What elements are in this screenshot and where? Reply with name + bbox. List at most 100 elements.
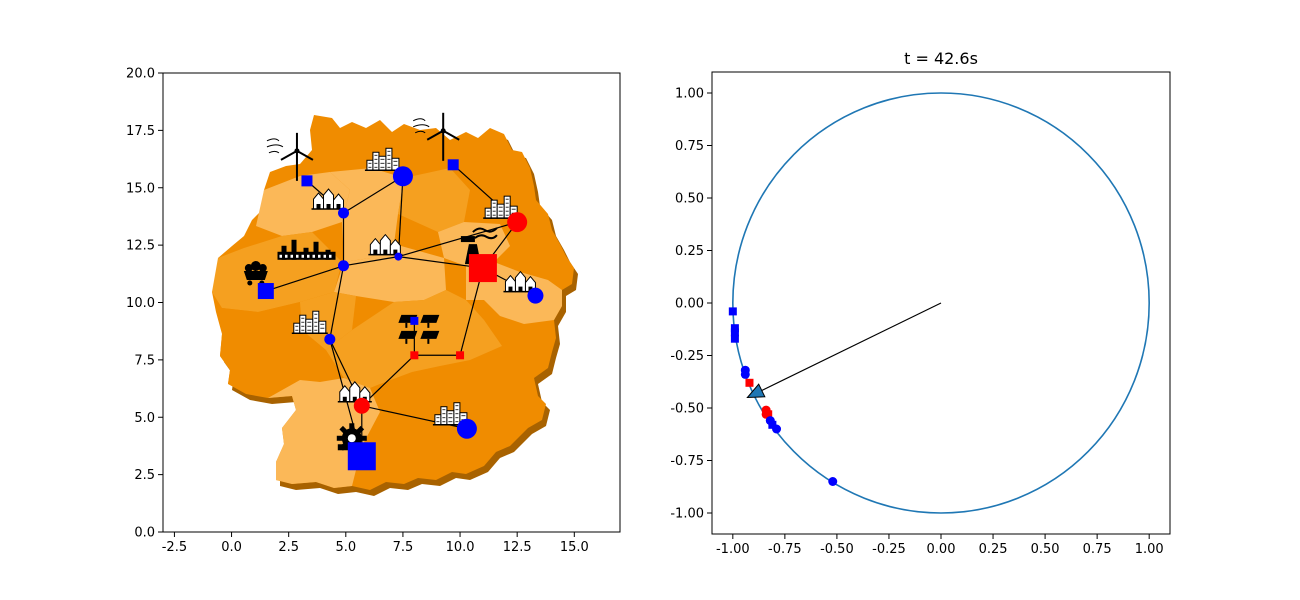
map-region — [334, 244, 446, 302]
y-tick-label: 5.0 — [134, 411, 155, 426]
x-tick-label: -0.75 — [768, 542, 802, 557]
network-node — [257, 283, 274, 300]
y-tick: 0.25 — [675, 244, 712, 259]
x-tick-label: -0.50 — [820, 542, 854, 557]
y-tick: 1.00 — [675, 87, 712, 102]
y-tick: -1.00 — [670, 507, 712, 522]
network-node — [507, 212, 528, 233]
x-tick-label: 1.00 — [1135, 542, 1164, 557]
network-edge — [459, 267, 484, 356]
x-tick: 7.5 — [393, 532, 414, 555]
y-tick: -0.75 — [670, 454, 712, 469]
y-tick-label: -0.75 — [670, 454, 704, 469]
left-x-axis: -2.5 0.0 2.5 5.0 7.5 10.0 12.5 15.0 — [162, 532, 589, 555]
network-edge — [329, 265, 345, 340]
right-chart: t = 42.6s -1.00 -0.75 -0.50 -0.25 0.00 0.25 0.… — [670, 49, 1171, 557]
city-icon — [364, 147, 401, 172]
network-node — [410, 316, 419, 325]
y-tick-label: 15.0 — [126, 181, 155, 196]
x-tick: 2.5 — [278, 532, 299, 555]
x-tick-label: 0.00 — [927, 542, 956, 557]
y-tick-label: 20.0 — [126, 67, 155, 82]
network-node — [527, 287, 544, 304]
network-node — [338, 260, 350, 272]
x-tick-label: 2.5 — [278, 540, 299, 555]
y-tick-label: 17.5 — [126, 124, 155, 139]
y-tick: 0.50 — [675, 192, 712, 207]
network-node — [301, 175, 313, 187]
x-tick-label: 0.75 — [1083, 542, 1112, 557]
network-node — [456, 351, 465, 360]
x-tick: 0.25 — [979, 534, 1008, 557]
y-tick-label: 1.00 — [675, 87, 704, 102]
x-tick: -0.75 — [768, 534, 802, 557]
phase-point — [730, 324, 739, 333]
x-tick: -1.00 — [716, 534, 750, 557]
x-tick-label: -1.00 — [716, 542, 750, 557]
village-icon — [368, 233, 403, 256]
y-tick-label: 2.5 — [134, 468, 155, 483]
x-tick: -0.25 — [872, 534, 906, 557]
network-edge — [397, 176, 404, 257]
x-tick-label: 5.0 — [335, 540, 356, 555]
arrow-head — [746, 383, 766, 399]
wind-turbine-icon — [412, 112, 460, 161]
y-tick-label: 10.0 — [126, 296, 155, 311]
node-icons — [243, 112, 538, 454]
y-tick: 5.0 — [134, 411, 163, 426]
x-tick: 0.75 — [1083, 534, 1112, 557]
coal-icon — [243, 261, 268, 286]
x-tick-label: 0.25 — [979, 542, 1008, 557]
x-tick-label: -0.25 — [872, 542, 906, 557]
x-tick: -2.5 — [162, 532, 187, 555]
village-icon — [503, 270, 538, 293]
x-tick-label: 7.5 — [393, 540, 414, 555]
x-tick-label: 0.0 — [221, 540, 242, 555]
network-node — [394, 252, 403, 261]
chart-title: t = 42.6s — [904, 49, 978, 68]
x-tick: 5.0 — [335, 532, 356, 555]
y-tick: -0.25 — [670, 349, 712, 364]
left-chart: -2.5 0.0 2.5 5.0 7.5 10.0 12.5 15.0 0.0 2.5 5.0 7.… — [126, 67, 621, 555]
x-tick: 12.5 — [503, 532, 532, 555]
right-y-axis: -1.00 -0.75 -0.50 -0.25 0.00 0.25 0.50 0.75 1.00 — [670, 87, 712, 522]
x-tick-label: -2.5 — [162, 540, 187, 555]
y-tick: -0.50 — [670, 402, 712, 417]
x-tick: 1.00 — [1135, 534, 1164, 557]
industry-icon — [277, 239, 336, 260]
network-nodes — [257, 159, 544, 471]
map-region — [256, 172, 350, 236]
arrow-shaft — [761, 302, 942, 392]
network-edge — [361, 354, 415, 407]
phase-points — [728, 307, 838, 486]
phase-point — [764, 410, 773, 419]
network-node — [392, 166, 413, 187]
y-tick: 0.75 — [675, 139, 712, 154]
network-node — [447, 159, 459, 171]
map-region — [300, 292, 356, 350]
phase-point — [768, 420, 777, 429]
x-tick: 15.0 — [560, 532, 589, 555]
network-node — [456, 418, 477, 439]
y-tick: 0.00 — [675, 297, 712, 312]
y-tick: 7.5 — [134, 353, 163, 368]
network-node — [468, 254, 497, 283]
y-tick: 10.0 — [126, 296, 163, 311]
x-tick: 0.50 — [1031, 534, 1060, 557]
y-tick: 20.0 — [126, 67, 163, 82]
village-icon — [337, 380, 372, 403]
network-edge — [398, 221, 518, 258]
y-tick-label: 0.0 — [134, 526, 155, 541]
x-tick-label: 10.0 — [446, 540, 475, 555]
y-tick: 0.0 — [134, 526, 163, 541]
x-tick: 0.0 — [221, 532, 242, 555]
right-x-axis: -1.00 -0.75 -0.50 -0.25 0.00 0.25 0.50 0.75 1.00 — [716, 534, 1164, 557]
network-edge — [265, 265, 344, 292]
phase-point — [745, 378, 754, 387]
map-region — [398, 168, 470, 232]
network-node — [353, 397, 370, 414]
phase-point — [728, 307, 737, 316]
y-tick-label: 0.50 — [675, 192, 704, 207]
y-tick: 2.5 — [134, 468, 163, 483]
